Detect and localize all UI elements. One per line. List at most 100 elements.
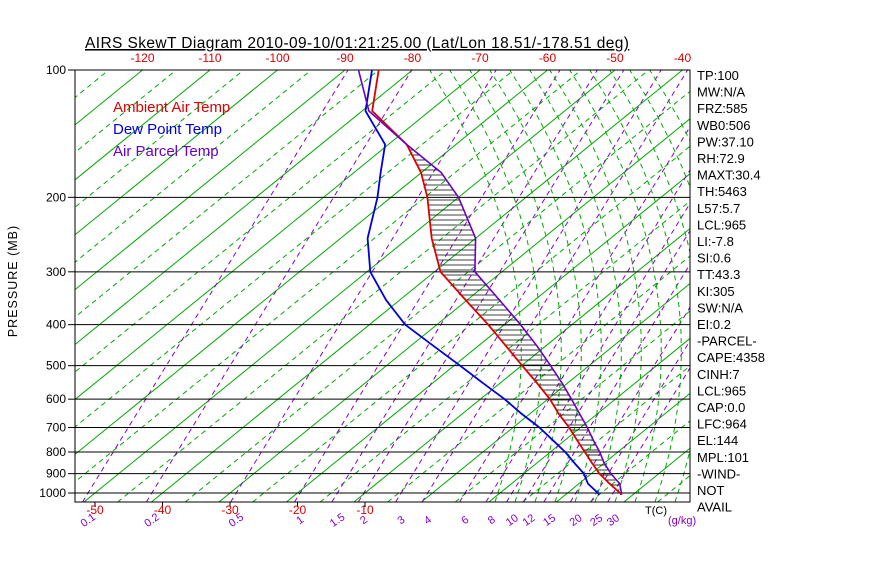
isotherm-dashed-line [387,255,690,502]
mixing-ratio-line [421,70,689,502]
isotherm-line [286,173,690,502]
bottom-temp-tick-label: -50 [86,503,104,517]
stat-line: CAP:0.0 [697,400,745,415]
stat-line: EI:0.2 [697,317,731,332]
stat-line: LI:-7.8 [697,234,734,249]
mixing-ratio-tick-label: 1 [294,514,306,527]
mixing-ratio-tick-label: 20 [568,512,585,529]
stat-line: MAXT:30.4 [697,168,761,183]
isotherm-dashed-line [184,90,690,502]
mixing-ratio-line [590,339,690,502]
stat-line: PW:37.10 [697,134,754,149]
top-temp-tick-label: -100 [265,51,289,65]
mixing-ratio-tick-label: 8 [486,514,498,527]
stat-line: LCL:965 [697,217,746,232]
temp-unit-label: T(C) [645,505,667,517]
isotherm-dashed-line [75,70,582,483]
isotherm-line [218,118,690,502]
pressure-tick-label: 800 [46,445,66,459]
pressure-tick-label: 200 [46,190,66,204]
moist-adiabat-line [609,70,690,502]
moist-adiabat-line [529,70,622,502]
pressure-tick-label: 300 [46,265,66,279]
stat-line: L57:5.7 [697,201,740,216]
stat-line: SW:N/A [697,300,743,315]
isotherm-line [75,70,211,181]
stat-line: MW:N/A [697,85,745,100]
isotherm-line [421,282,690,502]
mixing-ratio-line [145,70,413,502]
isotherm-line [83,70,616,502]
isotherm-line [353,227,690,502]
mixing-ratio-tick-label: 25 [588,512,605,529]
isotherm-dashed-line [75,70,245,208]
pressure-tick-label: 600 [46,392,66,406]
moist-adiabat-line [589,70,682,502]
stat-line: FRZ:585 [697,101,748,116]
pressure-tick-label: 400 [46,318,66,332]
mixing-ratio-line [331,70,598,502]
mixing-ratio-tick-label: 4 [422,514,434,527]
moist-adiabat-line [449,70,542,502]
stat-line: TH:5463 [697,184,747,199]
isotherm-dashed-line [252,145,690,502]
isotherm-line [75,70,548,456]
stat-line: RH:72.9 [697,151,745,166]
isotherm-line [75,70,278,236]
background-grid [75,70,690,502]
isotherm-line [75,70,481,401]
stat-line: KI:305 [697,284,735,299]
stat-line: NOT [697,483,725,498]
chart-title: AIRS SkewT Diagram 2010-09-10/01:21:25.0… [85,35,629,52]
legend-air-parcel-temp: Air Parcel Temp [113,143,219,160]
stat-line: LFC:964 [697,417,747,432]
moist-adiabat-line [569,70,662,502]
stat-line: -PARCEL- [697,334,757,349]
mixing-ratio-line [459,125,690,502]
top-temp-tick-label: -80 [404,51,422,65]
stat-line: LCL:965 [697,383,746,398]
isotherm-line [75,70,413,346]
stat-line: -WIND- [697,466,740,481]
mixing-ratio-tick-label: 1.5 [328,511,347,530]
stat-line: TP:100 [697,68,739,83]
bottom-temp-tick-label: -30 [221,503,239,517]
mixing-ratio-line [506,202,690,502]
mixing-ratio-line [485,169,690,502]
legend-ambient-air-temp: Ambient Air Temp [113,99,230,116]
bottom-temp-tick-label: -10 [356,503,374,517]
dew-point-curve [364,70,600,496]
stat-line: AVAIL [697,500,732,515]
mixing-ratio-tick-label: 12 [521,512,538,529]
mixing-ratio-line [607,367,690,502]
plot-frame [74,69,691,503]
legend-dew-point-temp: Dew Point Temp [113,121,222,138]
axes-frame: 100 200 300 400 500 600 700 800 900 1000 [39,63,691,507]
top-temp-tick-label: -110 [198,51,221,65]
mixing-ratio-tick-label: 2 [358,514,370,527]
stat-line: EL:144 [697,433,738,448]
isotherm-dashed-line [75,70,380,318]
stat-line: WB0:506 [697,118,750,133]
isotherm-dashed-line [454,310,690,502]
isotherm-dashed-line [319,200,690,502]
stat-line: CINH:7 [697,367,740,382]
mixing-ratio-tick-label: 10 [504,512,521,529]
mixing-ratio-line [395,70,662,502]
stat-line: MPL:101 [697,450,749,465]
mixing-ratio-line [230,70,497,502]
pressure-tick-label: 900 [46,467,66,481]
mixing-ratio-tick-label: 3 [395,514,407,527]
moist-adiabat-line [429,70,522,502]
pressure-tick-label: 700 [46,420,66,434]
mixing-ratio-tick-label: 15 [541,512,558,529]
ambient-temp-curve [371,70,623,496]
isotherm-dashed-line [75,70,312,263]
top-temp-tick-label: -70 [471,51,489,65]
bottom-temp-tick-label: -40 [154,503,172,517]
isotherm-dashed-line [117,70,650,502]
isotherm-dashed-line [75,70,447,373]
top-temp-tick-label: -120 [130,51,154,65]
isotherm-line [151,70,683,502]
